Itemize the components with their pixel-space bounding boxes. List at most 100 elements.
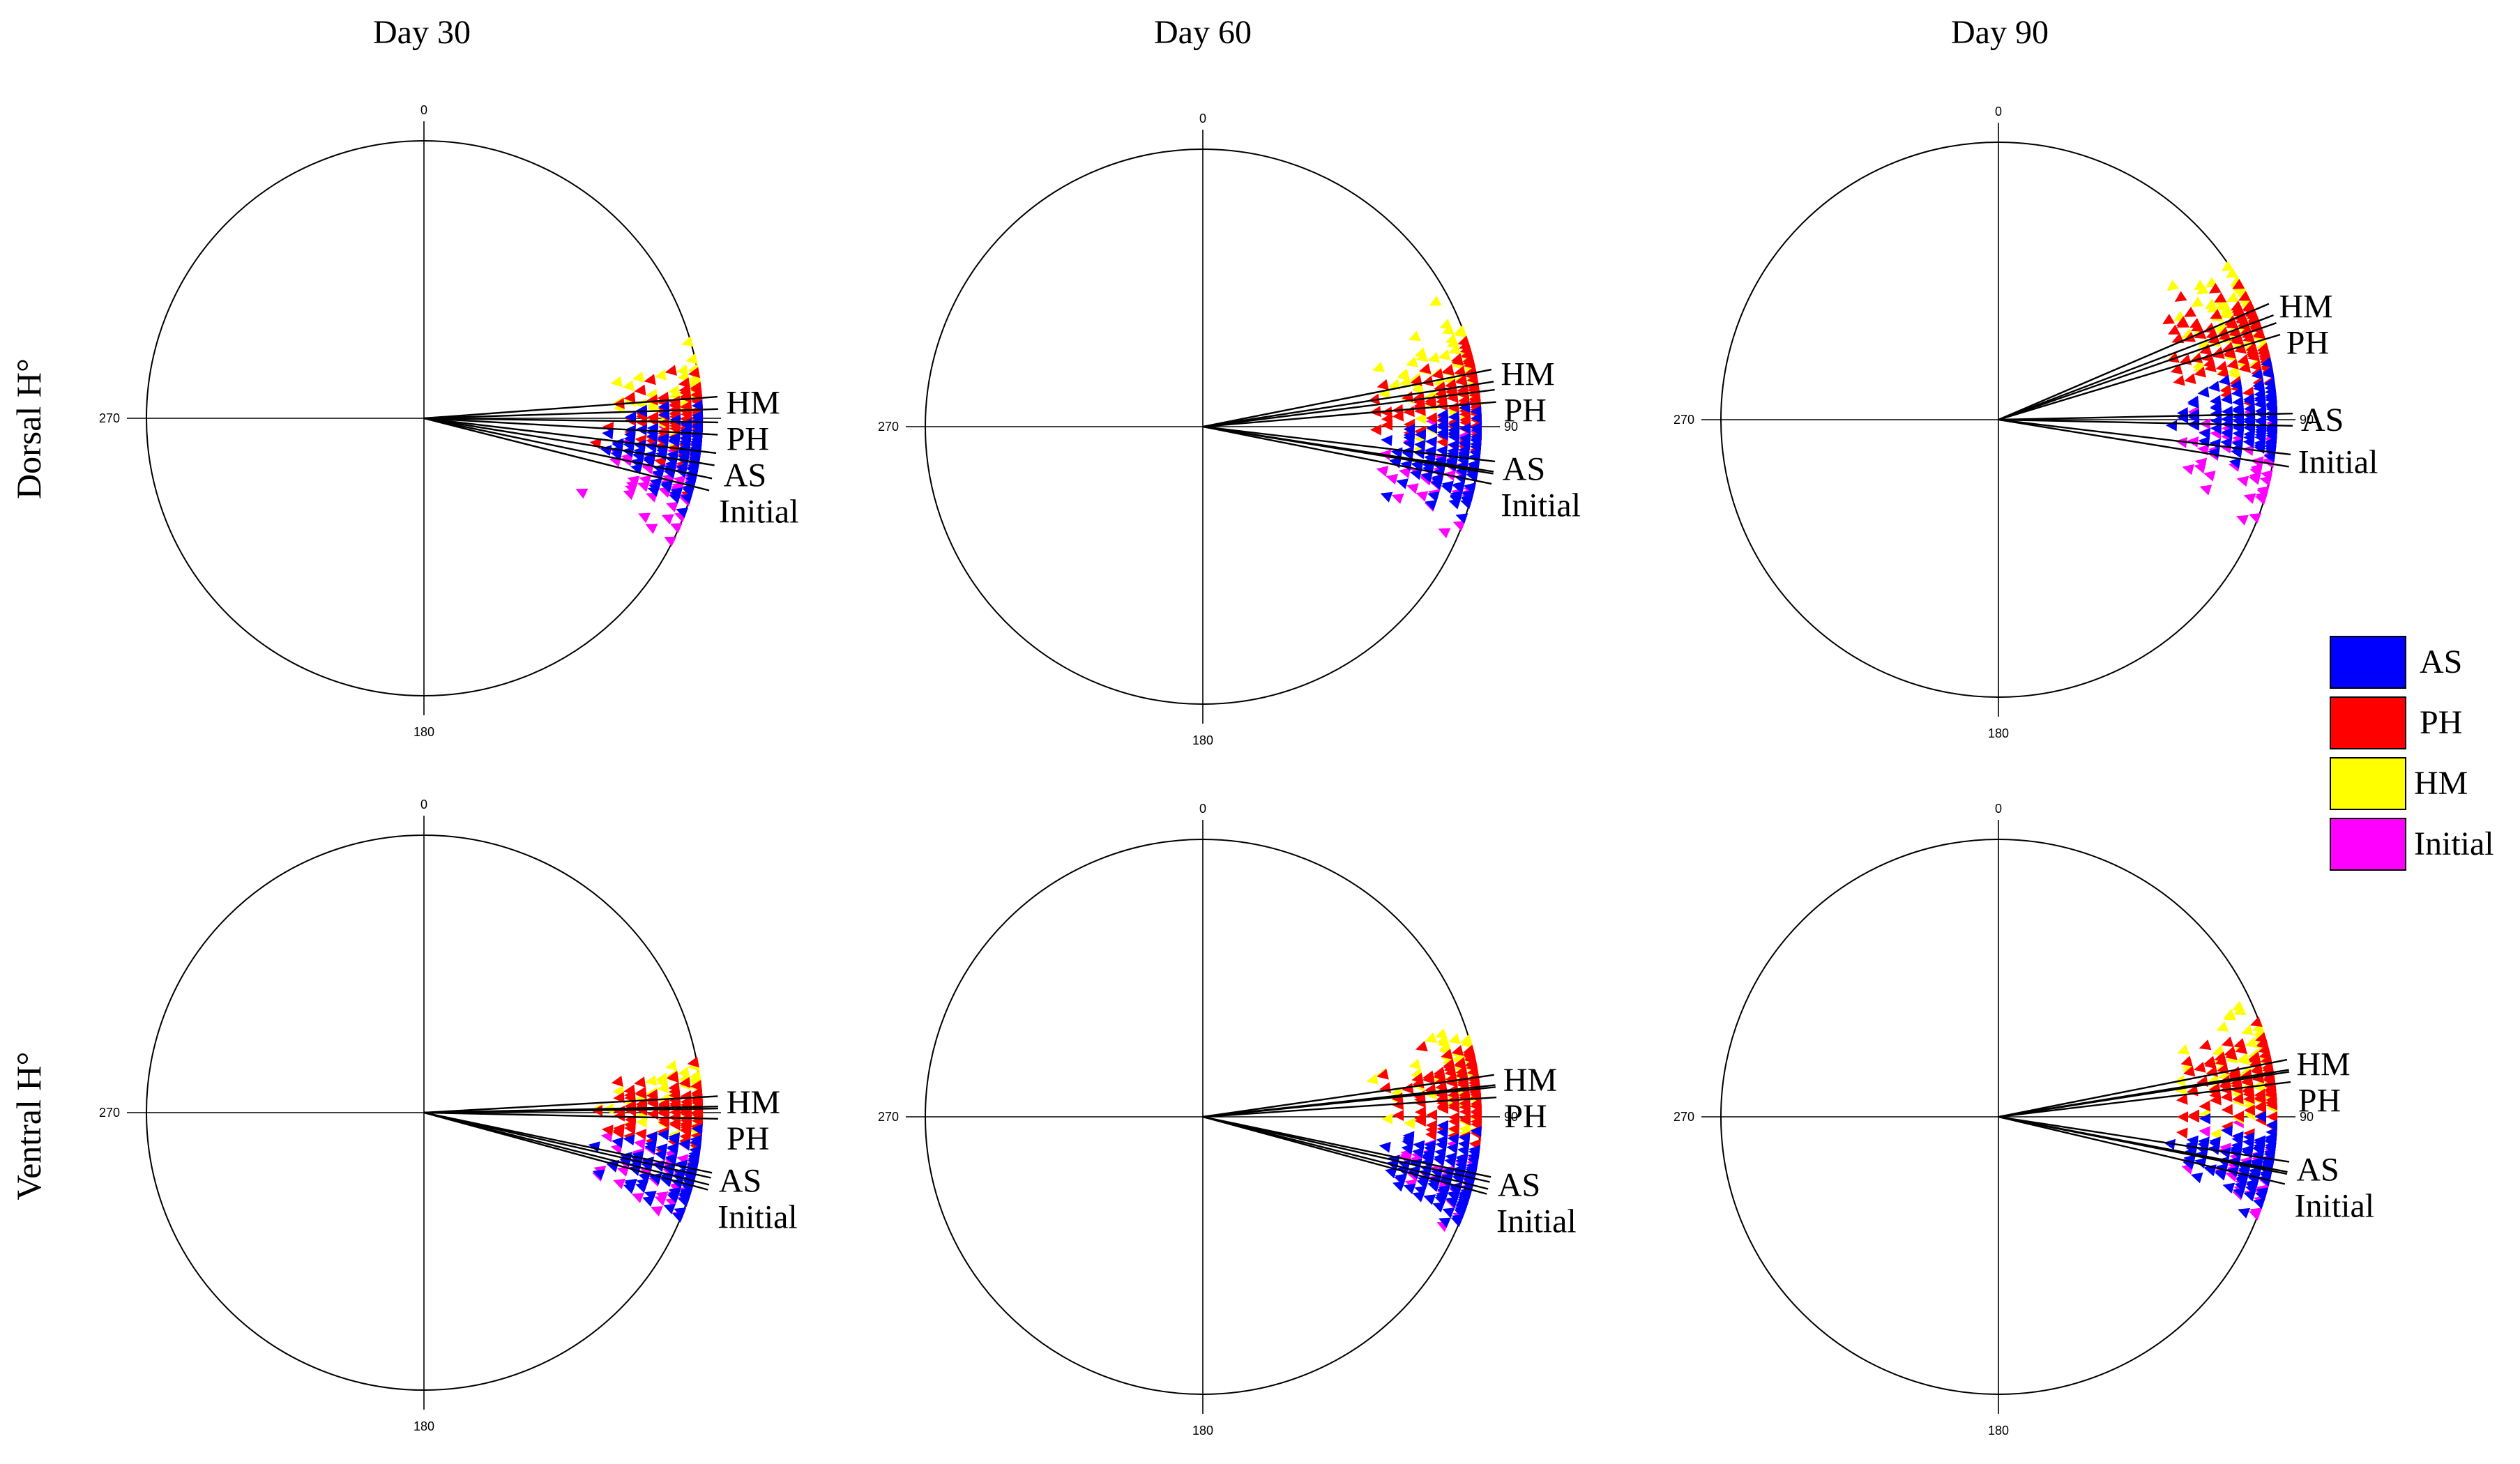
mean-line-hm	[1202, 1086, 1496, 1118]
marker-as	[1455, 1157, 1468, 1168]
marker-ph	[1451, 1045, 1464, 1056]
tick-label-0: 0	[1995, 802, 2002, 816]
marker-as	[1444, 1157, 1457, 1168]
marker-ph	[2265, 1097, 2277, 1109]
marker-as	[1436, 1120, 1449, 1131]
marker-hm	[610, 376, 623, 388]
legend-label-ph: PH	[2420, 704, 2462, 741]
tick-label-180: 180	[1988, 1424, 2009, 1438]
marker-hm	[1459, 1034, 1473, 1045]
marker-hm	[1439, 349, 1451, 360]
marker-as	[2210, 408, 2222, 420]
marker-as	[1436, 1127, 1448, 1138]
marker-as	[1409, 468, 1422, 480]
marker-as	[2243, 403, 2256, 415]
marker-ph	[1414, 1115, 1427, 1127]
marker-ph	[1441, 1049, 1453, 1060]
marker-ph	[624, 1119, 636, 1131]
marker-as	[1408, 1166, 1421, 1177]
col-title-day90: Day 90	[1951, 14, 2049, 51]
marker-initial	[637, 481, 650, 492]
marker-as	[1468, 452, 1481, 464]
mean-line-initial	[1998, 1115, 2286, 1185]
marker-as	[665, 463, 677, 475]
marker-as	[1392, 1181, 1405, 1192]
mean-label-hm: HM	[1503, 1062, 1557, 1099]
tick-label-180: 180	[1988, 726, 2009, 740]
marker-ph	[1426, 1109, 1438, 1121]
marker-ph	[2243, 1104, 2256, 1116]
marker-as	[2194, 1157, 2207, 1169]
mean-label-as: AS	[719, 1163, 761, 1200]
marker-as	[1449, 1185, 1462, 1196]
marker-as	[2210, 401, 2222, 413]
marker-hm	[1454, 325, 1467, 336]
marker-initial	[2250, 466, 2263, 477]
mean-label-as: AS	[724, 457, 766, 494]
tick-label-90: 90	[2300, 413, 2314, 427]
mean-label-ph: PH	[1504, 392, 1547, 429]
marker-ph	[680, 1096, 692, 1108]
marker-ph	[680, 1124, 692, 1136]
marker-ph	[1376, 379, 1389, 390]
marker-ph	[2238, 361, 2251, 373]
marker-as	[1470, 1126, 1482, 1138]
marker-as	[1468, 1147, 1480, 1159]
marker-as	[1464, 482, 1476, 494]
marker-ph	[2214, 292, 2227, 303]
marker-ph	[2191, 321, 2204, 332]
marker-as	[1435, 1139, 1448, 1151]
tick-label-180: 180	[1192, 1424, 1213, 1438]
marker-as	[2220, 437, 2233, 449]
mean-label-hm: HM	[727, 1084, 780, 1121]
marker-initial	[1399, 467, 1411, 479]
marker-ph	[2167, 324, 2180, 335]
marker-as	[671, 1212, 685, 1223]
marker-ph	[691, 1095, 704, 1107]
marker-as	[1451, 1214, 1464, 1226]
mean-line-hm	[1998, 1058, 2288, 1118]
marker-hm	[1411, 383, 1424, 394]
marker-hm	[2225, 267, 2238, 278]
marker-as	[1412, 1191, 1425, 1203]
marker-ph	[2229, 1067, 2241, 1079]
marker-as	[1466, 471, 1479, 482]
marker-as	[602, 428, 614, 440]
marker-hm	[665, 1060, 678, 1072]
marker-ph	[2194, 366, 2206, 378]
marker-initial	[623, 489, 636, 501]
marker-ph	[1419, 363, 1432, 374]
tick-label-270: 270	[99, 1106, 120, 1120]
marker-hm	[2210, 1129, 2222, 1141]
marker-as	[2203, 1165, 2217, 1177]
marker-as	[624, 1180, 637, 1191]
marker-as	[680, 493, 693, 504]
marker-ph	[2251, 1065, 2263, 1076]
marker-ph	[2233, 1037, 2246, 1049]
marker-as	[1435, 1193, 1448, 1205]
marker-ph	[635, 1088, 647, 1099]
mean-label-ph: PH	[1504, 1098, 1547, 1135]
marker-as	[1427, 491, 1440, 503]
mean-line-ph	[423, 1111, 718, 1120]
marker-as	[679, 1189, 692, 1200]
marker-as	[1458, 1195, 1471, 1207]
marker-as	[2231, 387, 2243, 399]
marker-as	[1403, 438, 1415, 450]
marker-ph	[1368, 393, 1381, 405]
marker-hm	[2223, 1009, 2236, 1019]
marker-as	[2254, 398, 2266, 410]
marker-as	[2232, 396, 2244, 408]
marker-ph	[2184, 307, 2196, 317]
marker-initial	[633, 1138, 646, 1150]
marker-ph	[1436, 399, 1448, 411]
marker-ph	[2170, 363, 2183, 375]
mean-label-initial: Initial	[1496, 1203, 1577, 1240]
marker-ph	[2176, 1093, 2188, 1105]
col-title-day30: Day 30	[373, 14, 471, 51]
marker-as	[1458, 1132, 1471, 1144]
marker-ph	[667, 1072, 679, 1083]
